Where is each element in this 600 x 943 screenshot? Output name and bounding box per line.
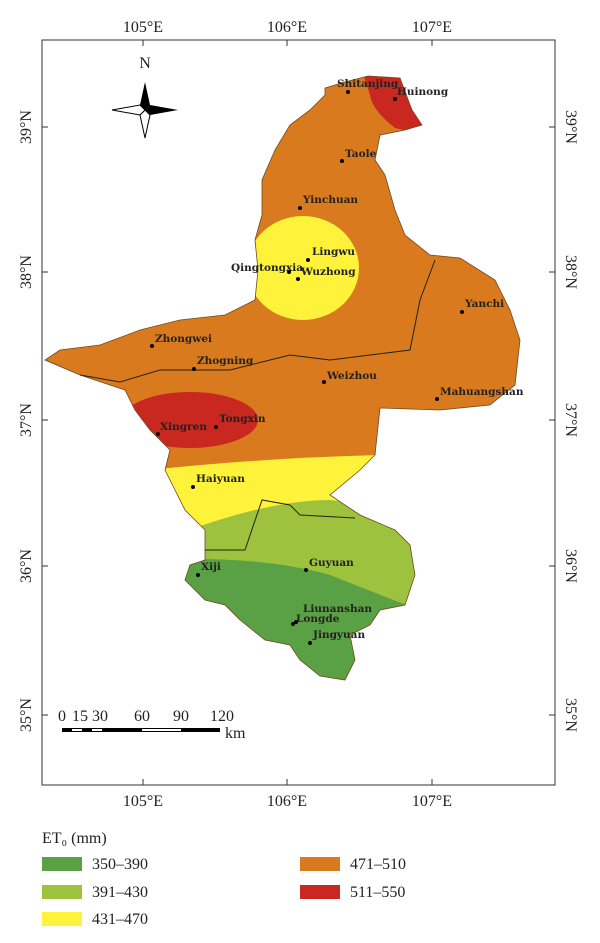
scale-label: 90 [173, 708, 189, 725]
latitude-label: 35°N [18, 698, 35, 732]
city-dot [156, 432, 160, 436]
legend-label: 431–470 [92, 911, 148, 928]
legend-swatch [300, 885, 340, 899]
scale-label: 0 [58, 708, 66, 725]
city-label: Qingtongxia [231, 262, 303, 274]
city-label: Shitanjing [337, 78, 399, 90]
compass [111, 82, 178, 139]
boundary-line [79, 259, 436, 383]
longitude-label: 105°E [123, 793, 163, 810]
legend-label: 391–430 [92, 884, 148, 901]
latitude-label: 39°N [562, 110, 579, 144]
city-dot [393, 97, 397, 101]
city-label: Wuzhong [300, 266, 356, 278]
city-label: Xingren [160, 421, 207, 433]
city-label: Jingyuan [312, 629, 365, 641]
north-label: N [139, 55, 151, 72]
city-dot [308, 641, 312, 645]
city-dot [304, 568, 308, 572]
city-dot [196, 573, 200, 577]
city-dot [214, 425, 218, 429]
city-label: Yinchuan [302, 194, 358, 206]
city-label: Zhongwei [155, 333, 212, 345]
longitude-label: 106°E [267, 19, 307, 36]
legend-swatch [42, 857, 82, 871]
scale-bar [62, 728, 220, 732]
city-dot [460, 310, 464, 314]
city-dot [192, 367, 196, 371]
city-label: Haiyuan [196, 473, 245, 485]
city-label: Liunanshan [303, 603, 372, 615]
legend-swatch [42, 912, 82, 926]
legend-swatch [300, 857, 340, 871]
legend-label: 350–390 [92, 856, 148, 873]
longitude-label: 107°E [412, 19, 452, 36]
legend-label: 471–510 [350, 856, 406, 873]
city-label: Longde [296, 613, 340, 625]
latitude-label: 36°N [562, 549, 579, 583]
latitude-label: 35°N [562, 698, 579, 732]
city-label: Zhogning [197, 355, 254, 367]
city-dot [306, 258, 310, 262]
longitude-label: 105°E [123, 19, 163, 36]
latitude-label: 38°N [562, 255, 579, 289]
longitude-label: 106°E [267, 793, 307, 810]
scale-unit: km [225, 725, 246, 742]
city-label: Xiji [201, 561, 221, 573]
city-dot [322, 380, 326, 384]
scale-label: 15 [72, 708, 88, 725]
city-label: Huinong [397, 86, 449, 98]
scale-label: 120 [210, 708, 234, 725]
city-label: Yanchi [464, 298, 504, 310]
city-dot [298, 206, 302, 210]
city-label: Guyuan [309, 557, 354, 569]
city-dot [435, 397, 439, 401]
latitude-label: 37°N [562, 403, 579, 437]
latitude-label: 38°N [18, 255, 35, 289]
city-label: Weizhou [326, 370, 377, 382]
scale-label: 30 [92, 708, 108, 725]
city-dot [291, 622, 295, 626]
city-label: Lingwu [312, 246, 355, 258]
city-dot [191, 485, 195, 489]
legend-title: ET₀ (mm) [42, 830, 107, 847]
city-dot [346, 90, 350, 94]
city-label: Mahuangshan [440, 386, 524, 398]
latitude-label: 39°N [18, 110, 35, 144]
city-dot [340, 159, 344, 163]
city-label: Tongxin [219, 413, 266, 425]
city-dot [150, 344, 154, 348]
city-dot [296, 277, 300, 281]
latitude-label: 36°N [18, 549, 35, 583]
scale-label: 60 [134, 708, 150, 725]
legend-label: 511–550 [350, 884, 405, 901]
city-dot [294, 620, 298, 624]
legend-swatch [42, 885, 82, 899]
city-dot [287, 270, 291, 274]
longitude-label: 107°E [412, 793, 452, 810]
city-label: Taole [345, 148, 377, 160]
zone-431-470 [247, 216, 359, 320]
boundary-line [205, 499, 356, 551]
latitude-label: 37°N [18, 403, 35, 437]
